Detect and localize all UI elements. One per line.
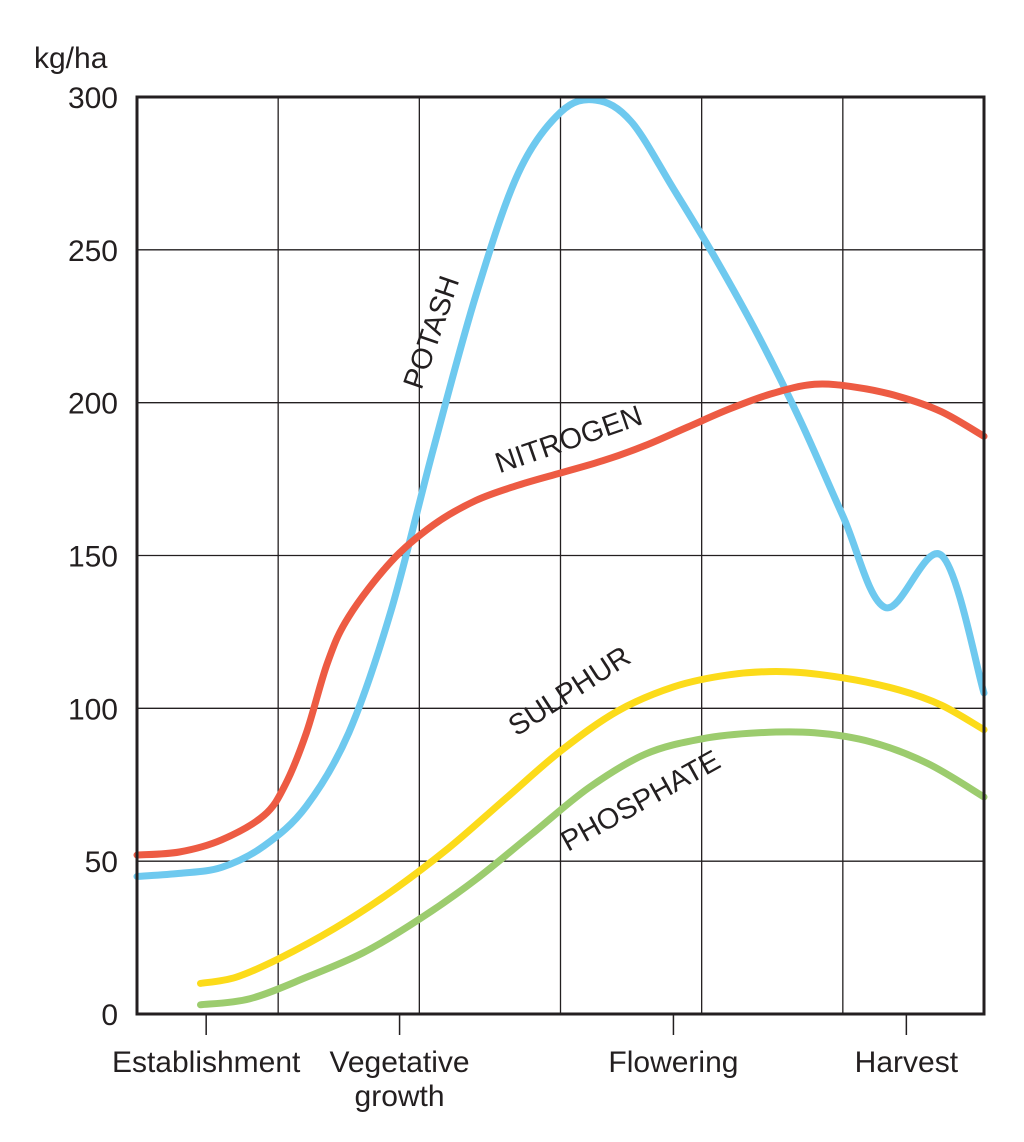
y-axis-unit-label: kg/ha bbox=[34, 42, 108, 75]
plot-frame bbox=[135, 95, 986, 1016]
series-line-sulphur bbox=[197, 668, 988, 987]
y-tick-label: 150 bbox=[68, 541, 118, 574]
stage-label: Flowering bbox=[608, 1046, 738, 1079]
grid bbox=[137, 97, 984, 1014]
series-label-sulphur: SULPHUR bbox=[503, 640, 637, 742]
stage-label: Establishment bbox=[112, 1046, 301, 1079]
series-label-phosphate: PHOSPHATE bbox=[556, 745, 726, 859]
y-tick-label: 200 bbox=[68, 388, 118, 421]
y-axis-tick-labels: 0 50 100 150 200 250 300 bbox=[68, 82, 118, 1032]
series-line-phosphate bbox=[197, 728, 988, 1009]
series-lines bbox=[133, 96, 988, 1009]
y-tick-label: 100 bbox=[68, 693, 118, 726]
series-line-potash bbox=[133, 96, 988, 880]
series-line-nitrogen bbox=[133, 380, 988, 859]
stage-label: growth bbox=[355, 1080, 445, 1113]
y-tick-label: 300 bbox=[68, 82, 118, 115]
y-tick-label: 0 bbox=[101, 999, 118, 1032]
stage-label: Harvest bbox=[855, 1046, 959, 1079]
y-tick-label: 50 bbox=[85, 846, 118, 879]
y-tick-label: 250 bbox=[68, 235, 118, 268]
stage-label: Vegetative bbox=[330, 1046, 470, 1079]
